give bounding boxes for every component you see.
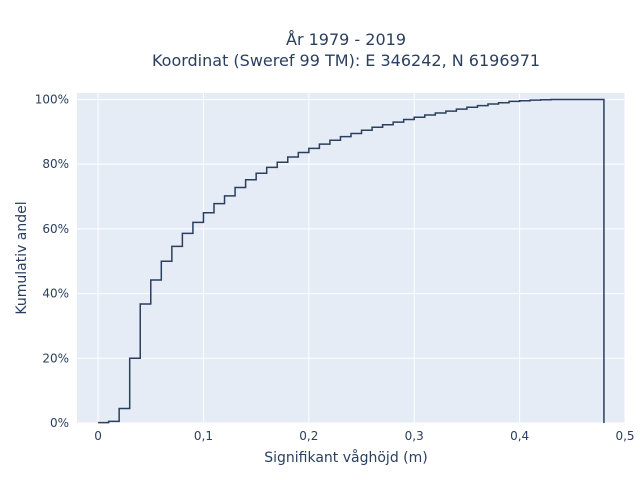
x-tick-label: 0,2 bbox=[299, 429, 318, 443]
x-tick-label: 0,5 bbox=[615, 429, 634, 443]
y-axis-label: Kumulativ andel bbox=[14, 201, 30, 314]
y-tick-label: 0% bbox=[50, 416, 69, 430]
y-tick-labels: 0% 20% 40% 60% 80% 100% bbox=[35, 92, 69, 430]
y-tick-label: 100% bbox=[35, 92, 69, 106]
chart-title-line1: År 1979 - 2019 bbox=[286, 30, 406, 49]
chart-title-line2: Koordinat (Sweref 99 TM): E 346242, N 61… bbox=[152, 51, 540, 70]
y-tick-label: 80% bbox=[42, 157, 69, 171]
cdf-step-line bbox=[98, 98, 605, 424]
y-tick-label: 20% bbox=[42, 351, 69, 365]
plot-area bbox=[77, 93, 625, 423]
x-tick-label: 0,1 bbox=[194, 429, 213, 443]
x-tick-labels: 0 0,1 0,2 0,3 0,4 0,5 bbox=[94, 429, 634, 443]
x-axis-label: Signifikant våghöjd (m) bbox=[264, 449, 427, 466]
y-tick-label: 40% bbox=[42, 287, 69, 301]
x-tick-label: 0 bbox=[94, 429, 102, 443]
x-tick-label: 0,3 bbox=[405, 429, 424, 443]
x-tick-label: 0,4 bbox=[510, 429, 529, 443]
y-tick-label: 60% bbox=[42, 222, 69, 236]
